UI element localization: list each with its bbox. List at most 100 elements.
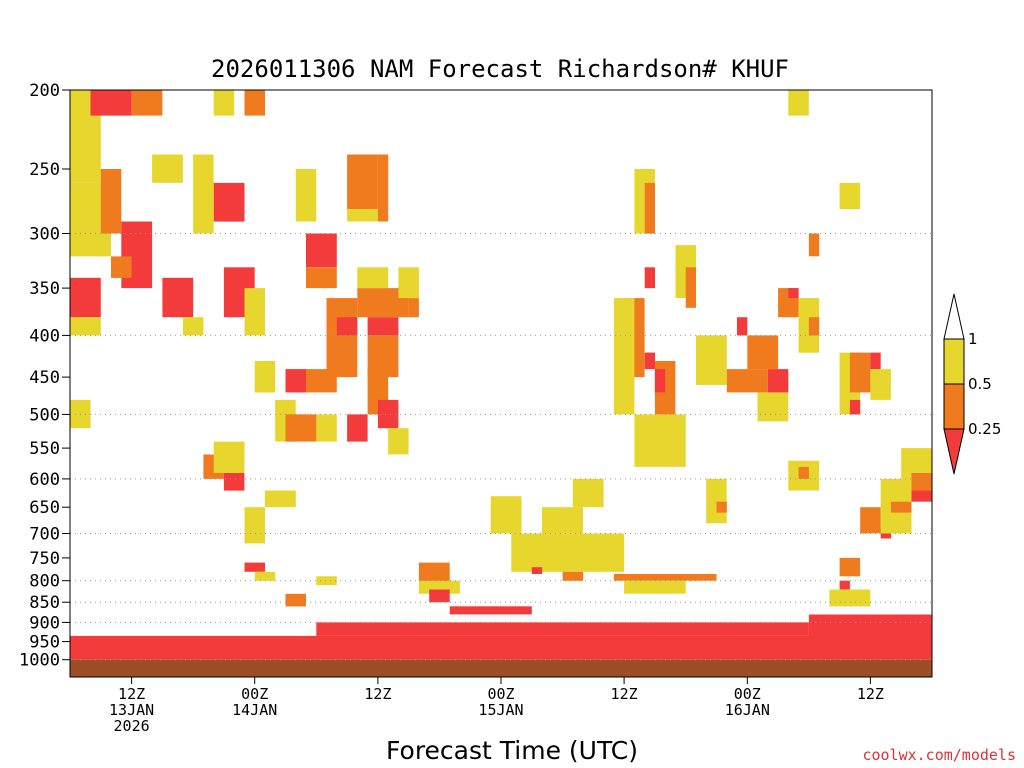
heatmap-cell-mid (644, 182, 655, 234)
x-tick-label: 00Z (241, 685, 268, 703)
x-tick-label: 12Z (364, 685, 391, 703)
chart-title: 2026011306 NAM Forecast Richardson# KHUF (211, 55, 789, 83)
heatmap-cell-low (336, 317, 358, 336)
heatmap-cell-high (244, 507, 265, 544)
x-tick-label: 14JAN (232, 701, 277, 719)
y-tick-label: 450 (29, 368, 60, 388)
heatmap-cell-low (162, 277, 194, 318)
y-tick-label: 200 (29, 81, 60, 101)
heatmap-cell-low (644, 267, 655, 289)
x-tick-label: 2026 (114, 717, 150, 735)
y-axis: 200 250 300 350 400 450 500 550 600 650 700 750 8008… (19, 81, 70, 671)
heatmap-cell-low (367, 317, 399, 336)
heatmap-cell-mid (347, 154, 378, 210)
heatmap-cell-low (911, 490, 932, 502)
heatmap-cell-high (706, 478, 727, 524)
heatmap-cell-high (788, 90, 809, 116)
heatmap-cell-high (254, 361, 276, 393)
heatmap-cell-mid (306, 267, 337, 289)
heatmap-cell-low (429, 589, 450, 603)
heatmap-cell-low (377, 399, 399, 429)
heatmap-cell-mid (685, 267, 696, 308)
y-tick-label: 500 (29, 405, 60, 425)
heatmap-cell-high (870, 369, 891, 400)
heatmap-cell-high (213, 90, 235, 116)
heatmap-cell-high (572, 478, 604, 508)
y-tick-label: 1000 (19, 651, 60, 671)
heatmap-cell-mid (747, 335, 779, 370)
heatmap-cell-high (316, 576, 337, 586)
legend-label: 0.5 (968, 375, 992, 393)
heatmap-cell-low (316, 622, 809, 636)
heatmap-cell-mid (613, 574, 717, 581)
legend-label: 0.25 (968, 420, 1001, 438)
x-tick-label: 16JAN (725, 701, 770, 719)
legend-bin (943, 383, 965, 430)
heatmap-cell-mid (808, 317, 820, 336)
heatmap-cell-low (767, 369, 789, 393)
heatmap-cell-high (839, 182, 861, 210)
x-tick-label: 12Z (857, 685, 884, 703)
y-tick-label: 650 (29, 498, 60, 518)
legend-bin-top (943, 293, 965, 340)
heatmap-cell-low (244, 562, 265, 572)
heatmap-cell-high (490, 496, 522, 534)
heatmap-cell-low (737, 317, 748, 336)
heatmap-cell-high (757, 392, 789, 422)
heatmap-cell-high (152, 154, 183, 183)
legend-bin-bottom (943, 428, 965, 475)
heatmap-cell-high (613, 298, 635, 415)
y-tick-label: 900 (29, 613, 60, 633)
heatmap-cell-high (265, 490, 296, 508)
heatmap-cell-mid (849, 352, 871, 393)
heatmap-cell-high (295, 169, 317, 222)
legend-bin (943, 338, 965, 385)
heatmap-cell-mid (716, 501, 727, 513)
y-tick-label: 350 (29, 279, 60, 299)
heatmap-cell-mid (244, 90, 265, 116)
heatmap-cell-low (644, 352, 655, 370)
heatmap-cell-low (347, 414, 368, 442)
heatmap-cell-low (531, 567, 543, 574)
ground-layer (70, 659, 932, 677)
heatmap-cell-mid (100, 169, 122, 234)
heatmap-cell-high (254, 571, 276, 581)
heatmap-cell-mid (562, 571, 584, 581)
heatmap-cell-low (90, 90, 132, 116)
x-tick-label: 15JAN (478, 701, 523, 719)
heatmap-cell-mid (839, 557, 861, 577)
x-tick-label: 13JAN (109, 701, 154, 719)
legend-label: 1 (968, 330, 978, 348)
heatmap-cell-mid (891, 501, 912, 513)
heatmap-cell-low (223, 473, 245, 491)
heatmap-cells (70, 90, 932, 660)
heatmap-cell-high (829, 589, 871, 607)
y-tick-label: 400 (29, 326, 60, 346)
x-tick-label: 00Z (734, 685, 761, 703)
heatmap-cell-high (634, 414, 686, 467)
heatmap-cell-mid (306, 369, 337, 393)
x-tick-label: 00Z (487, 685, 514, 703)
heatmap-cell-high (213, 441, 245, 473)
heatmap-cell-mid (326, 298, 358, 378)
heatmap-cell-low (870, 352, 881, 370)
y-tick-label: 950 (29, 633, 60, 653)
heatmap-cell-low (121, 221, 153, 289)
heatmap-cell-mid (285, 593, 306, 607)
credit-text: coolwx.com/models (862, 746, 1016, 764)
heatmap-cell-low (213, 182, 245, 222)
heatmap-cell-mid (408, 298, 419, 318)
heatmap-cell-high (357, 267, 389, 289)
heatmap-cell-low (285, 369, 306, 393)
heatmap-cell-low (654, 369, 666, 393)
heatmap-cell-mid (131, 90, 163, 116)
heatmap-cell-low (306, 233, 337, 268)
y-tick-label: 550 (29, 439, 60, 459)
heatmap-cell-low (788, 288, 799, 299)
x-tick-label: 12Z (611, 685, 638, 703)
heatmap-cell-mid (285, 414, 317, 442)
heatmap-cell-high (193, 154, 214, 234)
y-tick-label: 250 (29, 160, 60, 180)
